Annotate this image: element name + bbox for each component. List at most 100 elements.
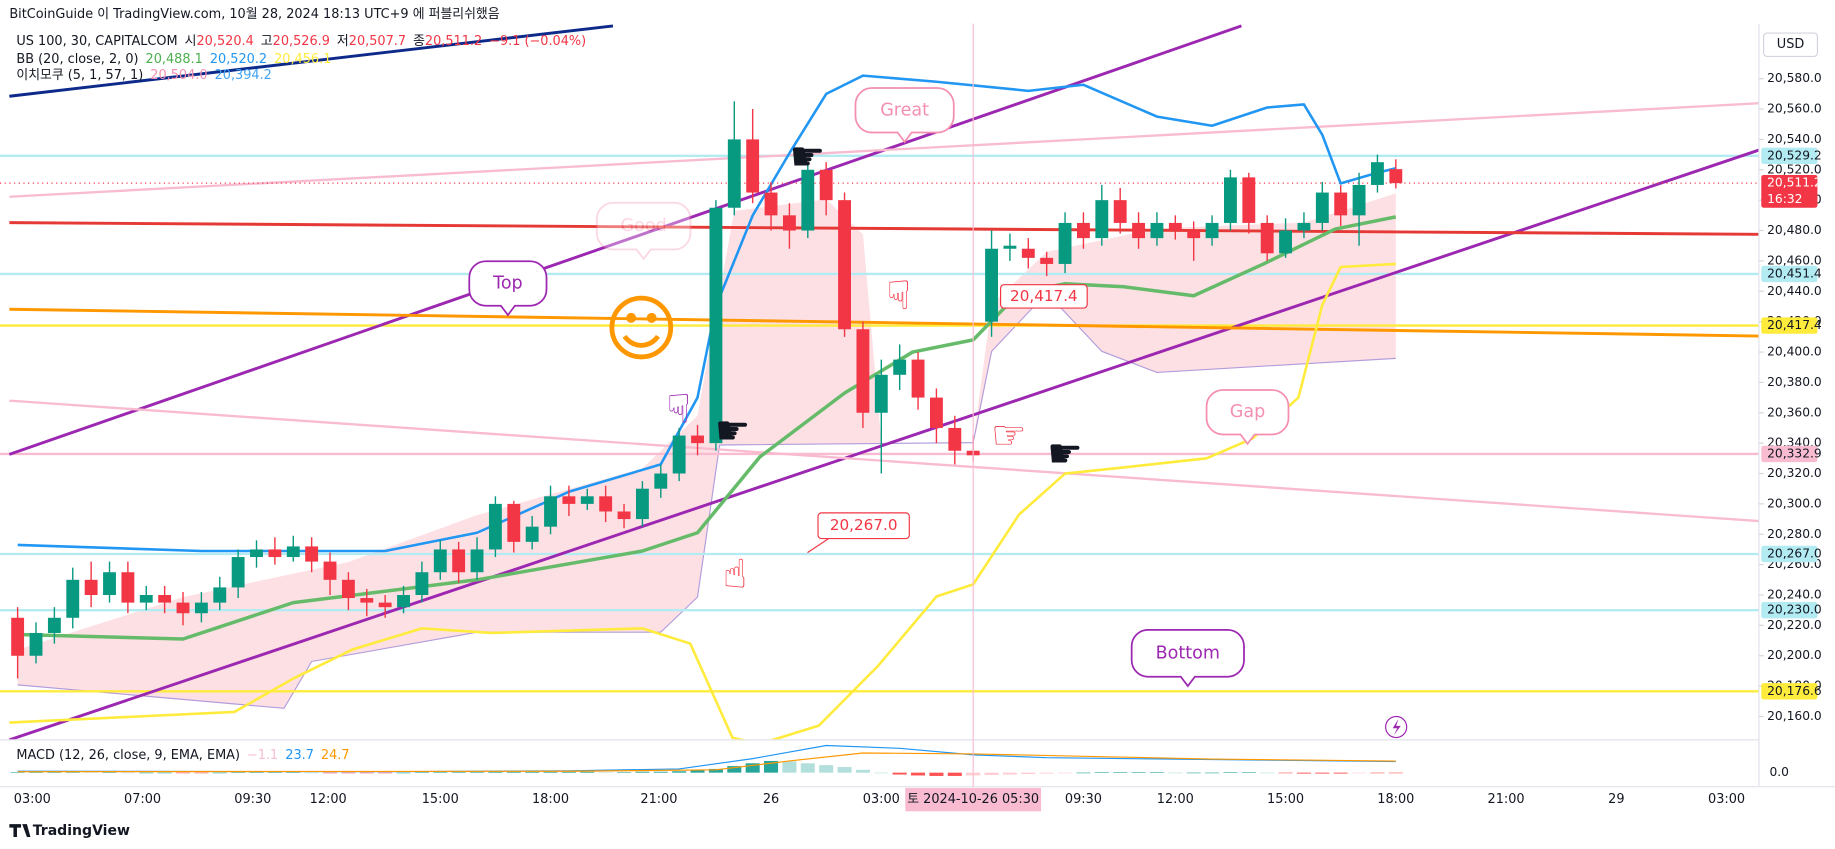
trend-line	[9, 307, 1759, 338]
callout-text: Great	[880, 100, 929, 120]
candle-body	[727, 139, 741, 208]
macd-histogram-bar	[598, 772, 613, 773]
candle-body	[176, 602, 190, 614]
candle-body	[1260, 222, 1274, 254]
sticker: ☟	[667, 387, 691, 433]
price-label: 20,230.0	[1767, 603, 1822, 617]
candle-body	[525, 526, 539, 542]
x-tick-label: 12:00	[310, 792, 347, 807]
y-tick-label: 20,460.0	[1767, 253, 1822, 267]
cloud-edge	[17, 291, 1396, 709]
candle-body	[599, 496, 613, 512]
candle-body	[194, 602, 208, 614]
macd-histogram-bar	[1113, 772, 1128, 773]
legend-item: 20,520.2	[210, 51, 267, 66]
y-tick-label: 20,320.0	[1767, 466, 1822, 480]
macd-histogram-bar	[267, 772, 282, 773]
candle-body	[397, 595, 410, 608]
candle-body	[709, 207, 723, 444]
legend-item: BB (20, close, 2, 0)	[16, 51, 138, 66]
callout: Good	[595, 201, 692, 261]
plot-area	[0, 24, 1759, 740]
candle-body	[874, 374, 888, 413]
y-tick-label: 20,160.0	[1767, 709, 1822, 723]
candle-body	[250, 549, 263, 558]
cloud-area	[17, 193, 1396, 709]
candle-body	[764, 192, 778, 216]
candle-body	[103, 572, 116, 596]
x-tick-label: 18:00	[532, 792, 569, 807]
candle-body	[47, 617, 61, 633]
sticker: ☺	[603, 288, 679, 372]
x-tick-label: 07:00	[124, 792, 161, 807]
legend-item: 20,526.9	[273, 34, 330, 49]
candle-body	[1279, 230, 1293, 254]
price-label: 20,417.4	[1767, 318, 1822, 332]
price-label-bg	[1761, 317, 1818, 334]
candle-body	[1352, 184, 1366, 216]
macd-histogram-bar	[690, 770, 705, 773]
candle-body	[617, 511, 631, 520]
callout-bubble	[595, 201, 692, 261]
macd-histogram-bar	[84, 772, 99, 773]
y-tick-label: 20,520.0	[1767, 162, 1822, 176]
indicator-line	[17, 74, 1397, 553]
candle-body	[1150, 222, 1164, 239]
callout-text: Gap	[1230, 402, 1266, 422]
price-note-text: 20,267.0	[830, 516, 898, 534]
macd-histogram-bar	[396, 772, 411, 774]
sticker: ☛	[790, 134, 826, 180]
macd-histogram-bar	[1186, 772, 1201, 774]
candle-body	[562, 496, 576, 504]
macd-histogram-bar	[139, 772, 154, 774]
macd-histogram-bar	[653, 771, 668, 773]
currency-button[interactable]	[1763, 32, 1819, 58]
legend-item: 20,504.0	[150, 68, 207, 83]
legend-item: 20,520.4	[197, 34, 254, 49]
macd-histogram-bar	[1296, 772, 1311, 774]
macd-histogram-bar	[175, 772, 191, 774]
y-tick-label: 20,240.0	[1767, 588, 1822, 602]
macd-histogram-bar	[488, 771, 503, 773]
callout: Gap	[1205, 389, 1290, 446]
x-tick-label: 15:00	[422, 792, 459, 807]
macd-histogram-bar	[212, 772, 227, 774]
macd-histogram-bar	[745, 763, 760, 773]
macd-histogram-bar	[1315, 772, 1330, 774]
macd-histogram-bar	[617, 772, 632, 773]
macd-histogram-bar	[1168, 772, 1183, 774]
legend-item: 23.7	[285, 748, 314, 763]
macd-histogram-bar	[433, 772, 448, 773]
y-tick-label: 20,200.0	[1767, 648, 1822, 662]
candle-body	[1205, 222, 1219, 239]
macd-histogram-bar	[708, 768, 723, 773]
price-note	[1000, 284, 1088, 309]
price-label: 20,267.0	[1767, 547, 1822, 561]
macd-histogram-bar	[157, 772, 172, 774]
macd-histogram-bar	[1241, 772, 1256, 773]
price-label-bg	[1761, 683, 1818, 700]
macd-histogram-bar	[1278, 772, 1293, 774]
legend-item: 20,511.2	[425, 34, 482, 49]
candle-body	[856, 329, 870, 413]
price-note	[817, 512, 910, 540]
macd-histogram-bar	[1388, 772, 1403, 774]
x-tick-label: 12:00	[1157, 792, 1194, 807]
currency[interactable]: USD	[1777, 37, 1805, 52]
macd-histogram-bar	[102, 772, 117, 773]
macd-histogram-bar	[727, 766, 742, 773]
countdown: 16:32	[1767, 192, 1802, 206]
macd-histogram-bar	[10, 772, 25, 773]
candle-body	[985, 248, 998, 322]
macd-tick-label: 0.0	[1769, 765, 1789, 779]
macd-histogram-bar	[837, 767, 852, 773]
candle-body	[1021, 248, 1035, 258]
candle-body	[838, 200, 851, 330]
macd-histogram-bar	[874, 772, 889, 774]
macd-histogram-bar	[470, 772, 485, 773]
macd-histogram-bar	[506, 771, 521, 773]
price-label-bg	[1761, 265, 1818, 283]
sticker: ☝	[723, 552, 747, 598]
price-label: 20,451.4	[1767, 266, 1822, 280]
